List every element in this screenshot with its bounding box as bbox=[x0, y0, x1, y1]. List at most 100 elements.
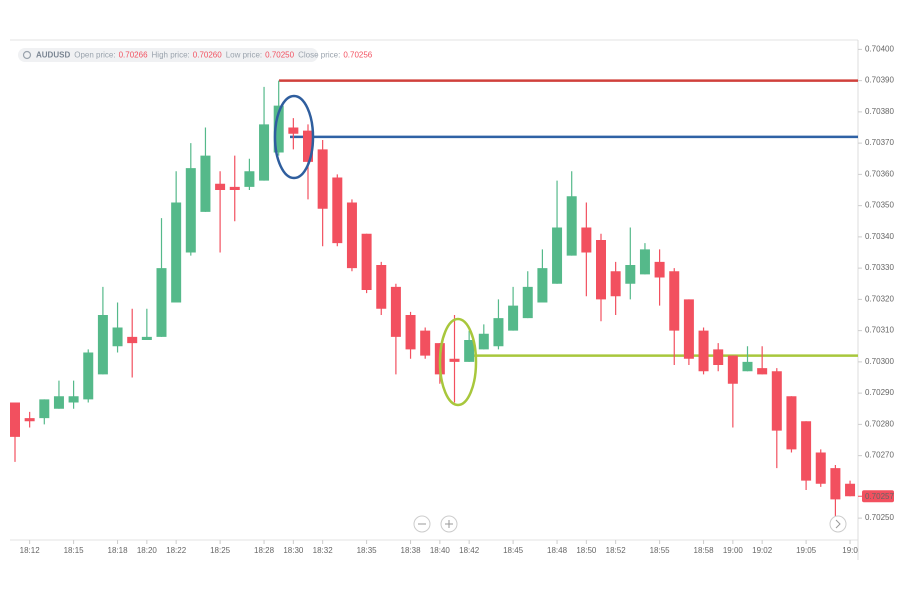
header-field-value: 0.70266 bbox=[119, 51, 148, 60]
x-tick-label: 18:30 bbox=[283, 546, 304, 555]
candle-body bbox=[581, 227, 592, 253]
candle-body bbox=[332, 177, 343, 244]
candle-body bbox=[376, 265, 387, 309]
candle-body bbox=[420, 330, 431, 356]
candle-body bbox=[273, 105, 284, 153]
header-field-label: Open price: bbox=[74, 51, 115, 60]
x-tick-label: 18:28 bbox=[254, 546, 275, 555]
y-tick-label: 0.70280 bbox=[865, 419, 894, 428]
candle-body bbox=[83, 352, 94, 400]
candle-body bbox=[390, 286, 401, 337]
candle-body bbox=[361, 233, 372, 290]
candle-body bbox=[830, 468, 841, 500]
candle-body bbox=[215, 183, 226, 190]
plot: 0.70250 0.70270 0.70280 0.70290 0.70300 0.703… bbox=[10, 44, 894, 555]
y-tick-label: 0.70400 bbox=[865, 44, 894, 53]
x-tick-label: 18:35 bbox=[357, 546, 378, 555]
x-tick-label: 18:50 bbox=[576, 546, 597, 555]
x-tick-label: 18:22 bbox=[166, 546, 187, 555]
header-info: AUDUSD Open price: 0.70266 High price: 0.702… bbox=[36, 51, 373, 60]
x-tick-label: 18:48 bbox=[547, 546, 568, 555]
x-tick-label: 18:18 bbox=[108, 546, 129, 555]
candle-body bbox=[537, 268, 548, 303]
candle-body bbox=[727, 355, 738, 384]
candle-body bbox=[449, 358, 460, 362]
candle-body bbox=[68, 396, 79, 403]
x-tick-label: 18:12 bbox=[20, 546, 41, 555]
candle-body bbox=[127, 336, 138, 344]
zoom-in-button[interactable] bbox=[440, 515, 458, 533]
x-tick-label: 18:55 bbox=[650, 546, 671, 555]
x-tick-label: 19:00 bbox=[723, 546, 744, 555]
y-tick-label: 0.70330 bbox=[865, 263, 894, 272]
header-field-value: 0.70250 bbox=[265, 51, 294, 60]
x-tick-label: 18:40 bbox=[430, 546, 451, 555]
y-tick-label: 0.70320 bbox=[865, 294, 894, 303]
y-tick-label: 0.70310 bbox=[865, 326, 894, 335]
candle-body bbox=[97, 315, 108, 375]
candle-body bbox=[493, 318, 504, 347]
header-field-label: High price: bbox=[152, 51, 190, 60]
scroll-right-button[interactable] bbox=[829, 515, 847, 533]
candle-body bbox=[39, 399, 50, 419]
header-field-value: 0.70256 bbox=[343, 51, 372, 60]
candle-body bbox=[698, 330, 709, 372]
candle-body bbox=[801, 421, 812, 481]
y-tick-label: 0.70380 bbox=[865, 107, 894, 116]
candle-body bbox=[10, 402, 20, 437]
highlight-ellipse bbox=[273, 94, 315, 180]
y-tick-label: 0.70370 bbox=[865, 138, 894, 147]
y-tick-label: 0.70340 bbox=[865, 232, 894, 241]
candle-body bbox=[786, 396, 797, 450]
x-tick-label: 18:25 bbox=[210, 546, 231, 555]
settings-icon[interactable] bbox=[22, 50, 32, 60]
x-tick-label: 18:15 bbox=[64, 546, 85, 555]
candle-body bbox=[346, 202, 357, 269]
y-tick-label: 0.70250 bbox=[865, 513, 894, 522]
y-tick-label: 0.70360 bbox=[865, 169, 894, 178]
candle-body bbox=[171, 202, 182, 303]
candle-body bbox=[478, 333, 489, 350]
candle-body bbox=[405, 315, 416, 350]
candle-body bbox=[522, 286, 533, 319]
candle-body bbox=[288, 127, 299, 134]
x-tick-label: 19:0 bbox=[842, 546, 858, 555]
y-tick-label: 0.70300 bbox=[865, 357, 894, 366]
candle-body bbox=[610, 271, 621, 297]
candle-body bbox=[683, 299, 694, 359]
candle-body bbox=[713, 349, 724, 365]
y-tick-label: 0.70390 bbox=[865, 76, 894, 85]
candle-body bbox=[845, 483, 856, 497]
candle-body bbox=[508, 305, 519, 331]
candle-body bbox=[742, 361, 753, 372]
candle-body bbox=[596, 240, 606, 300]
candle-body bbox=[639, 249, 650, 275]
x-tick-label: 18:52 bbox=[606, 546, 627, 555]
candle-body bbox=[156, 268, 167, 337]
header-field-label: Low price: bbox=[226, 51, 262, 60]
x-tick-label: 18:32 bbox=[313, 546, 334, 555]
y-tick-label: 0.70290 bbox=[865, 388, 894, 397]
y-tick-label: 0.70350 bbox=[865, 201, 894, 210]
y-tick-label: 0.70270 bbox=[865, 451, 894, 460]
header-field-label: Close price: bbox=[298, 51, 340, 60]
zoom-out-button[interactable] bbox=[413, 515, 431, 533]
header-symbol: AUDUSD bbox=[36, 51, 70, 60]
header-field-value: 0.70260 bbox=[193, 51, 222, 60]
candle-body bbox=[771, 371, 782, 431]
last-price-label: 0.70257 bbox=[865, 492, 894, 501]
candle-body bbox=[53, 396, 64, 409]
x-tick-label: 18:38 bbox=[401, 546, 422, 555]
candle-body bbox=[757, 368, 768, 375]
candle-body bbox=[566, 196, 577, 256]
header-pill bbox=[18, 48, 318, 62]
candle-body bbox=[317, 149, 328, 209]
x-tick-label: 19:02 bbox=[752, 546, 773, 555]
candle-body bbox=[244, 171, 255, 187]
candle-body bbox=[815, 452, 826, 484]
candle-body bbox=[259, 124, 270, 181]
candle-body bbox=[24, 418, 35, 422]
candle-body bbox=[112, 327, 123, 347]
candle-body bbox=[654, 261, 665, 278]
